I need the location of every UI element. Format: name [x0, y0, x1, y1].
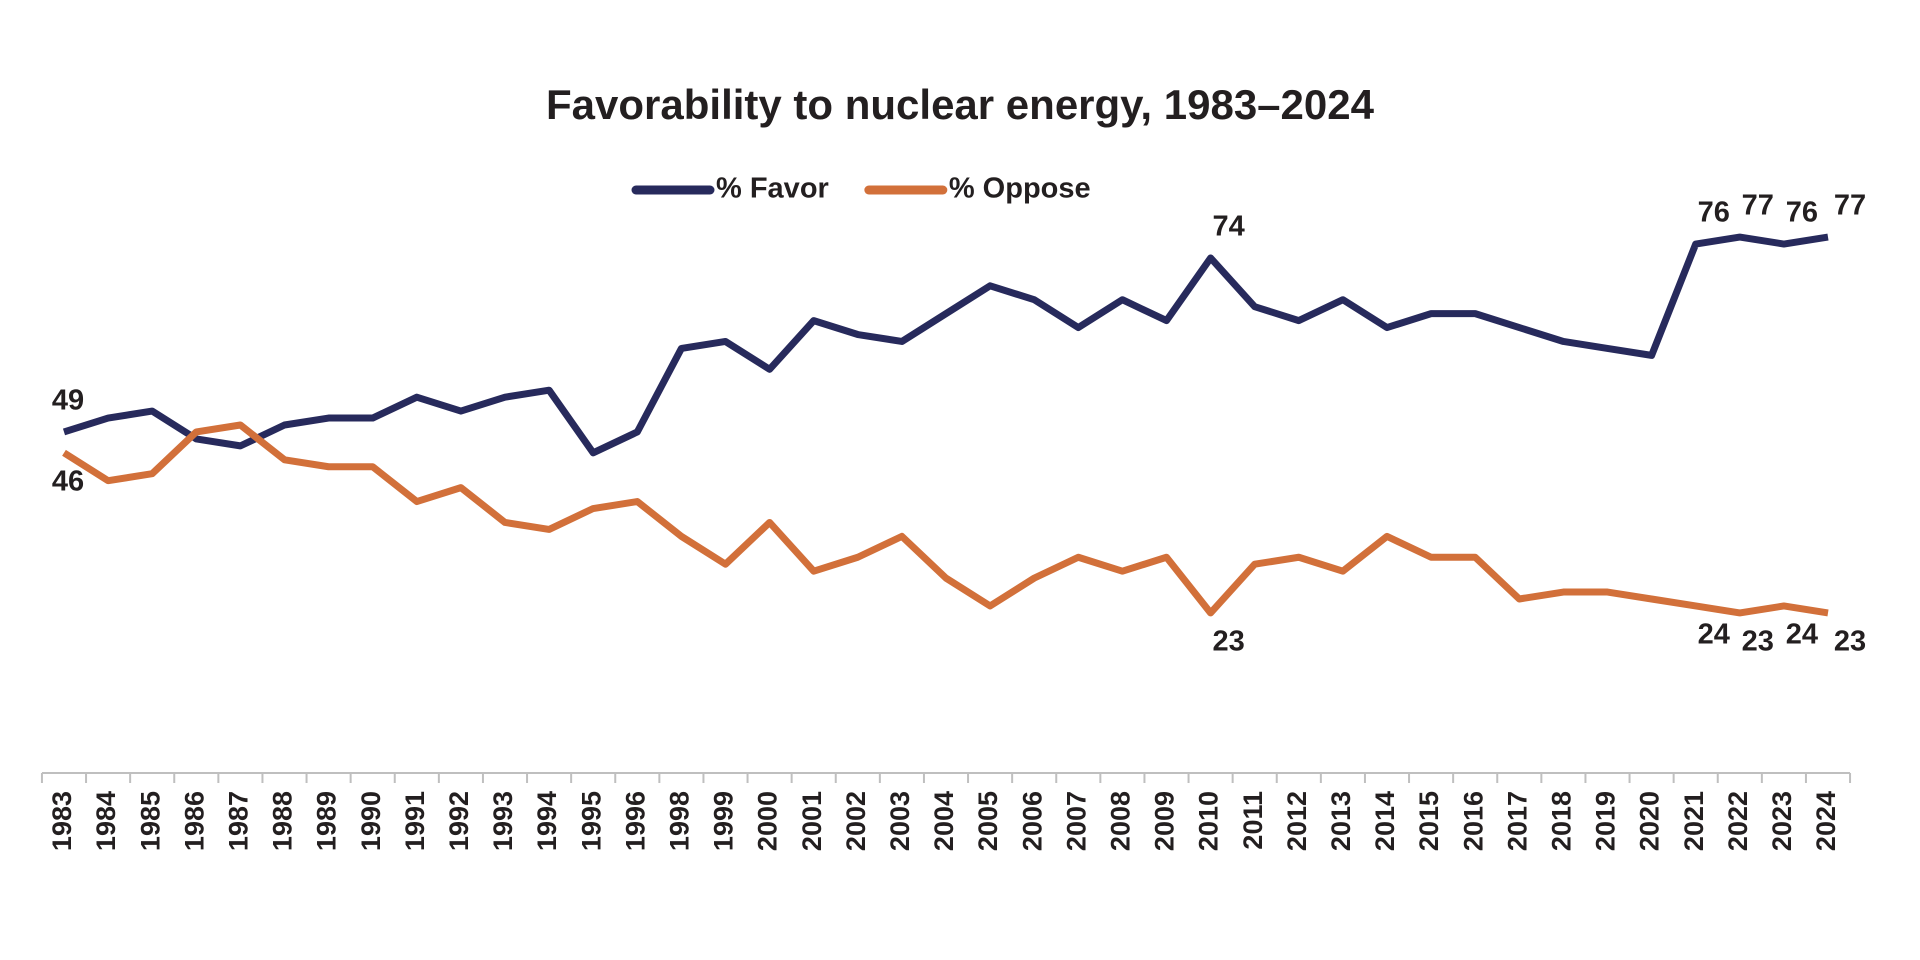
x-tick-label: 2018	[1547, 791, 1577, 851]
x-tick-label: 2001	[797, 791, 827, 851]
x-tick-label: 2007	[1061, 791, 1091, 851]
x-tick-label: 2011	[1238, 791, 1268, 850]
x-tick-label: 2016	[1458, 791, 1488, 851]
series-line	[62, 421, 1829, 617]
x-tick-label: 1994	[532, 791, 562, 851]
x-tick-label: 2019	[1591, 791, 1621, 851]
data-label: 77	[1834, 190, 1866, 222]
x-tick-label: 2000	[753, 791, 783, 851]
data-label: 23	[1834, 626, 1866, 658]
x-tick-label: 2021	[1679, 791, 1709, 851]
x-tick-label: 1990	[356, 791, 386, 851]
x-tick-label: 2010	[1194, 791, 1224, 851]
x-tick-label: 2020	[1635, 791, 1665, 851]
x-tick-label: 2008	[1106, 791, 1136, 851]
x-tick-label: 1998	[665, 791, 695, 851]
chart-title: Favorability to nuclear energy, 1983–202…	[546, 81, 1375, 128]
x-tick-label: 1999	[709, 791, 739, 851]
x-tick-label: 1991	[400, 791, 430, 851]
data-label: 24	[1698, 619, 1730, 651]
x-tick-label: 1987	[224, 791, 254, 851]
x-tick-label: 1992	[444, 791, 474, 851]
x-tick-label: 1989	[312, 791, 342, 851]
data-label: 74	[1212, 211, 1244, 243]
legend: % Favor % Oppose	[631, 173, 1091, 205]
x-tick-label: 2005	[973, 791, 1003, 851]
x-tick-label: 1986	[179, 791, 209, 851]
data-label: 23	[1212, 626, 1244, 658]
x-tick-label: 1988	[268, 791, 298, 851]
x-tick-label: 1996	[620, 791, 650, 851]
x-tick-label: 2022	[1723, 791, 1753, 851]
legend-label: % Oppose	[949, 173, 1091, 205]
x-tick-label: 2003	[885, 791, 915, 851]
series-line	[62, 233, 1829, 457]
data-label: 76	[1786, 197, 1818, 229]
x-tick-label: 2024	[1811, 791, 1841, 851]
x-tick-label: 2004	[929, 791, 959, 851]
x-tick-label: 2015	[1414, 791, 1444, 851]
x-tick-label: 1985	[135, 791, 165, 851]
x-tick-label: 1993	[488, 791, 518, 851]
x-tick-label: 1995	[576, 791, 606, 851]
x-tick-label: 1984	[91, 791, 121, 851]
x-tick-label: 2013	[1326, 791, 1356, 851]
data-label: 24	[1786, 619, 1818, 651]
data-label: 23	[1742, 626, 1774, 658]
x-tick-label: 2012	[1282, 791, 1312, 851]
x-tick-label: 2002	[841, 791, 871, 851]
data-label: 49	[52, 385, 84, 417]
legend-label: % Favor	[716, 173, 829, 205]
data-label: 77	[1742, 190, 1774, 222]
x-tick-label: 2006	[1017, 791, 1047, 851]
x-tick-label: 1983	[47, 791, 77, 851]
x-tick-label: 2014	[1370, 791, 1400, 851]
data-label: 46	[52, 465, 84, 497]
x-tick-label: 2023	[1767, 791, 1797, 851]
x-tick-label: 2017	[1502, 791, 1532, 851]
x-tick-label: 2009	[1150, 791, 1180, 851]
data-label: 76	[1698, 197, 1730, 229]
